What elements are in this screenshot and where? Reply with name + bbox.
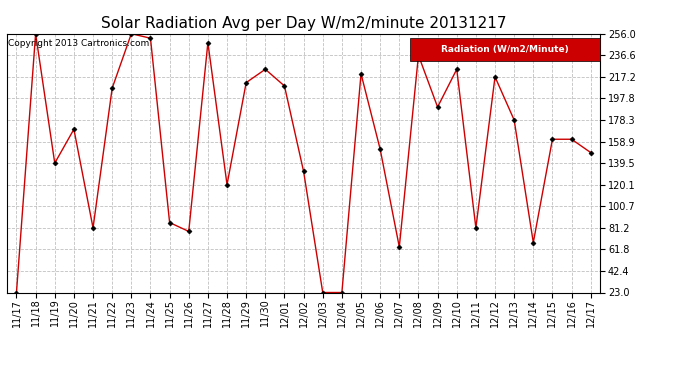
FancyBboxPatch shape [411,38,600,61]
Text: Radiation (W/m2/Minute): Radiation (W/m2/Minute) [442,45,569,54]
Title: Solar Radiation Avg per Day W/m2/minute 20131217: Solar Radiation Avg per Day W/m2/minute … [101,16,506,31]
Text: Copyright 2013 Cartronics.com: Copyright 2013 Cartronics.com [8,39,149,48]
